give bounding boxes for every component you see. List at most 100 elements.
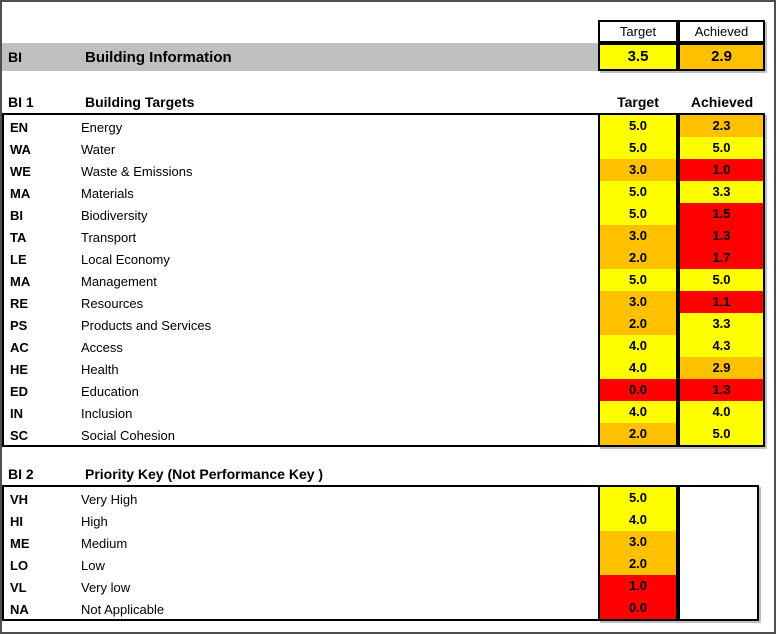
summary-achieved-header: Achieved [678, 20, 765, 43]
achieved-cell[interactable]: 1.5 [680, 203, 763, 225]
achieved-cell[interactable]: 4.3 [680, 335, 763, 357]
target-cell[interactable]: 5.0 [600, 203, 676, 225]
target-cell[interactable]: 3.0 [600, 225, 676, 247]
achieved-cell[interactable]: 5.0 [680, 269, 763, 291]
target-cell[interactable]: 4.0 [600, 357, 676, 379]
achieved-cell[interactable]: 1.1 [680, 291, 763, 313]
row-label: High [81, 513, 108, 529]
row-code: RE [10, 295, 29, 311]
table-row: NA Not Applicable [4, 598, 759, 620]
row-code: VL [10, 579, 27, 595]
table-row: VL Very low [4, 576, 759, 598]
row-label: Waste & Emissions [81, 163, 193, 179]
section-bi1-target-column: 5.0 5.0 3.0 5.0 5.0 3.0 2.0 5.0 3.0 2.0 4.0 4.0 0.0 4… [598, 113, 678, 447]
section-code: BI 1 [8, 94, 34, 110]
table-row: PS Products and Services [4, 314, 765, 336]
target-cell[interactable]: 3.0 [600, 531, 676, 553]
row-label: Access [81, 339, 123, 355]
row-label: Water [81, 141, 116, 157]
target-cell[interactable]: 5.0 [600, 181, 676, 203]
row-code: HE [10, 361, 29, 377]
summary-target-value[interactable]: 3.5 [598, 43, 678, 71]
row-label: Education [81, 383, 139, 399]
table-row: VH Very High [4, 488, 759, 510]
row-code: PS [10, 317, 28, 333]
target-cell[interactable]: 5.0 [600, 269, 676, 291]
target-cell[interactable]: 0.0 [600, 597, 676, 619]
achieved-cell[interactable]: 1.3 [680, 225, 763, 247]
achieved-cell[interactable]: 5.0 [680, 423, 763, 445]
target-cell[interactable]: 1.0 [600, 575, 676, 597]
target-cell[interactable]: 0.0 [600, 379, 676, 401]
row-label: Transport [81, 229, 137, 245]
row-label: Materials [81, 185, 134, 201]
row-code: BI [10, 207, 23, 223]
achieved-cell[interactable]: 5.0 [680, 137, 763, 159]
row-code: ED [10, 383, 29, 399]
row-label: Not Applicable [81, 601, 165, 617]
row-label: Energy [81, 119, 123, 135]
achieved-column-header: Achieved [690, 94, 754, 110]
target-cell[interactable]: 2.0 [600, 247, 676, 269]
table-row: ME Medium [4, 532, 759, 554]
target-cell[interactable]: 4.0 [600, 401, 676, 423]
row-label: Local Economy [81, 251, 170, 267]
table-row: AC Access [4, 336, 765, 358]
row-code: IN [10, 405, 23, 421]
achieved-cell[interactable]: 1.0 [680, 159, 763, 181]
section-bi2-header: BI 2 Priority Key (Not Performance Key ) [2, 464, 598, 484]
row-code: TA [10, 229, 27, 245]
row-code: EN [10, 119, 29, 135]
table-row: TA Transport [4, 226, 765, 248]
table-row: MA Materials [4, 182, 765, 204]
target-cell[interactable]: 5.0 [600, 137, 676, 159]
section-title: Building Targets [85, 94, 195, 110]
row-code: HI [10, 513, 23, 529]
target-cell[interactable]: 5.0 [600, 115, 676, 137]
row-code: ME [10, 535, 30, 551]
target-cell[interactable]: 5.0 [600, 487, 676, 509]
row-code: MA [10, 185, 31, 201]
achieved-cell[interactable]: 3.3 [680, 181, 763, 203]
row-label: Inclusion [81, 405, 133, 421]
summary-title: Building Information [85, 48, 232, 66]
target-cell[interactable]: 2.0 [600, 553, 676, 575]
table-row: MA Management [4, 270, 765, 292]
table-row: HI High [4, 510, 759, 532]
achieved-cell[interactable]: 4.0 [680, 401, 763, 423]
row-label: Very low [81, 579, 131, 595]
row-label: Biodiversity [81, 207, 148, 223]
summary-code: BI [8, 49, 22, 65]
summary-row: BI Building Information [2, 43, 598, 71]
row-code: VH [10, 491, 29, 507]
table-row: IN Inclusion [4, 402, 765, 424]
achieved-cell[interactable]: 1.7 [680, 247, 763, 269]
target-column-header: Target [617, 94, 659, 110]
table-row: LE Local Economy [4, 248, 765, 270]
target-cell[interactable]: 2.0 [600, 423, 676, 445]
row-code: WE [10, 163, 31, 179]
row-code: MA [10, 273, 31, 289]
target-cell[interactable]: 3.0 [600, 159, 676, 181]
table-row: WA Water [4, 138, 765, 160]
row-label: Products and Services [81, 317, 212, 333]
achieved-cell[interactable]: 2.3 [680, 115, 763, 137]
achieved-cell[interactable]: 2.9 [680, 357, 763, 379]
row-label: Very High [81, 491, 138, 507]
row-label: Low [81, 557, 105, 573]
row-label: Medium [81, 535, 128, 551]
target-cell[interactable]: 3.0 [600, 291, 676, 313]
summary-achieved-value[interactable]: 2.9 [678, 43, 765, 71]
summary-target-header: Target [598, 20, 678, 43]
achieved-cell[interactable]: 1.3 [680, 379, 763, 401]
target-cell[interactable]: 4.0 [600, 509, 676, 531]
target-cell[interactable]: 4.0 [600, 335, 676, 357]
row-code: WA [10, 141, 31, 157]
section-title: Priority Key (Not Performance Key ) [85, 466, 324, 482]
target-cell[interactable]: 2.0 [600, 313, 676, 335]
row-label: Management [81, 273, 157, 289]
table-row: WE Waste & Emissions [4, 160, 765, 182]
row-code: LO [10, 557, 29, 573]
achieved-cell[interactable]: 3.3 [680, 313, 763, 335]
table-row: LO Low [4, 554, 759, 576]
